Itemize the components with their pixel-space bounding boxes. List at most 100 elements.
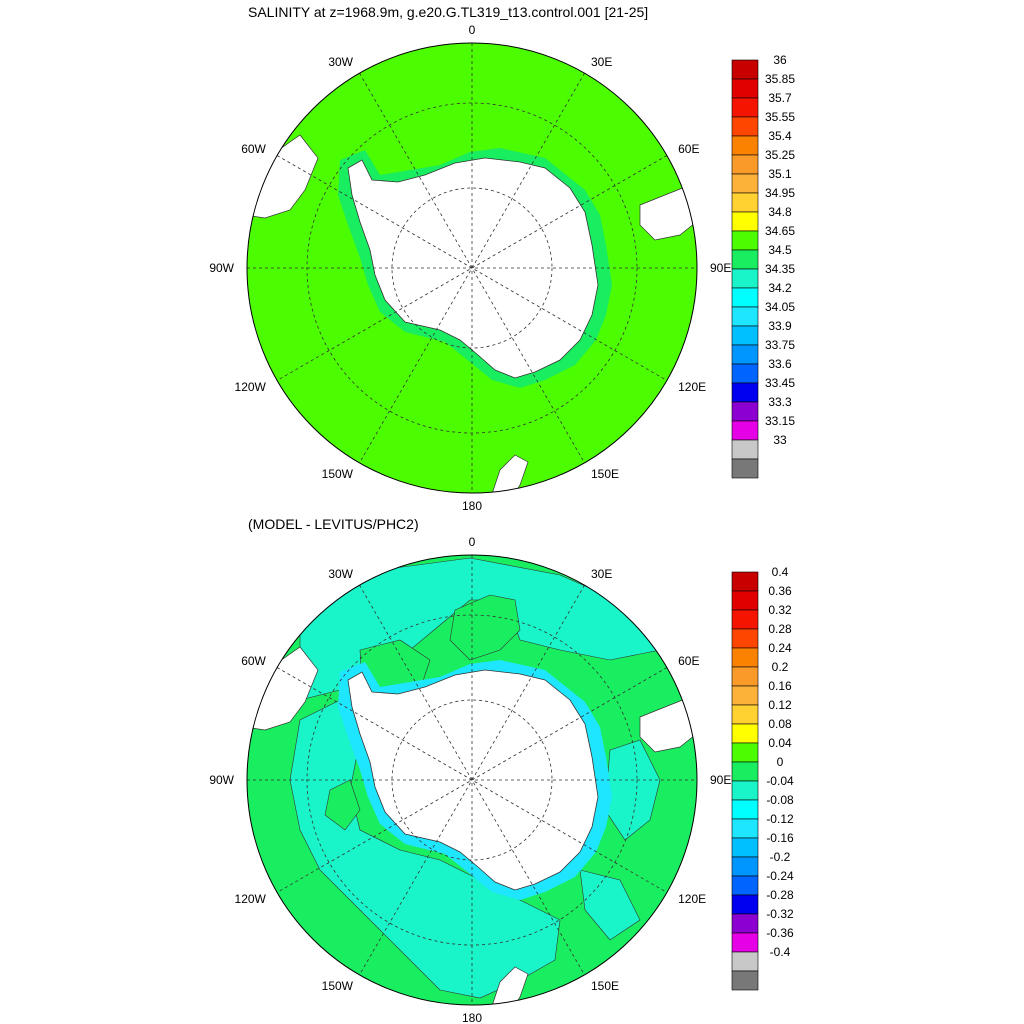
bottom-antarctica-land bbox=[347, 669, 599, 891]
top-colorbar-swatch bbox=[731, 306, 759, 327]
top-salinity-map: 0 30E 60E 90E 120E 150E 180 150W 120W 90W 60W 30W 3… bbox=[209, 23, 795, 513]
top-colorbar-swatch bbox=[731, 439, 759, 460]
top-colorbar-label: 35.4 bbox=[768, 129, 792, 143]
bottom-colorbar-label: 0.12 bbox=[768, 698, 792, 712]
bottom-colorbar-label: 0.08 bbox=[768, 717, 792, 731]
top-lon-label: 120E bbox=[678, 380, 706, 394]
bottom-new-zealand-land bbox=[489, 966, 529, 1005]
bottom-lon-label: 60E bbox=[678, 654, 699, 668]
top-colorbar-swatch bbox=[731, 78, 759, 99]
bottom-colorbar-label: 0.4 bbox=[772, 565, 789, 579]
bottom-difference-map: 0 30E 60E 90E 120E 150E 180 150W 120W 90W 60W 30W 0… bbox=[209, 535, 794, 1024]
bottom-map-border bbox=[246, 554, 698, 1006]
top-lon-label: 60W bbox=[241, 142, 266, 156]
bottom-colorbar-label: 0.36 bbox=[768, 584, 792, 598]
top-lon-label: 180 bbox=[462, 499, 482, 513]
bottom-lon-label: 0 bbox=[469, 535, 476, 549]
bottom-colorbar-swatch bbox=[731, 647, 759, 668]
top-colorbar-swatch bbox=[731, 173, 759, 194]
bottom-lon-label: 30E bbox=[591, 567, 612, 581]
top-colorbar-label: 35.85 bbox=[765, 72, 795, 86]
bottom-colorbar-swatch bbox=[731, 609, 759, 630]
top-lon-label: 30E bbox=[591, 55, 612, 69]
top-colorbar-label: 33.15 bbox=[765, 414, 795, 428]
top-colorbar-swatch bbox=[731, 116, 759, 137]
top-colorbar-label: 33.75 bbox=[765, 338, 795, 352]
bottom-colorbar-label: 0.28 bbox=[768, 622, 792, 636]
top-colorbar-swatch bbox=[731, 154, 759, 175]
top-colorbar-label: 34.35 bbox=[765, 262, 795, 276]
top-lon-label: 150W bbox=[322, 467, 354, 481]
bottom-lon-label: 120E bbox=[678, 892, 706, 906]
bottom-colorbar-label: -0.32 bbox=[766, 907, 794, 921]
top-longitude-labels: 0 30E 60E 90E 120E 150E 180 150W 120W 90W 60W 30W bbox=[209, 23, 731, 513]
top-colorbar-label: 34.5 bbox=[768, 243, 792, 257]
bottom-lon-label: 120W bbox=[235, 892, 267, 906]
bottom-colorbar-label: -0.28 bbox=[766, 888, 794, 902]
top-colorbar-label: 33.9 bbox=[768, 319, 792, 333]
bottom-colorbar-swatch bbox=[731, 932, 759, 953]
bottom-colorbar-label: -0.2 bbox=[770, 850, 791, 864]
top-new-zealand-land bbox=[489, 454, 529, 493]
bottom-colorbar-swatch bbox=[731, 894, 759, 915]
bottom-colorbar-swatch bbox=[731, 723, 759, 744]
bottom-lon-label: 90E bbox=[710, 773, 731, 787]
top-graticule bbox=[247, 43, 697, 493]
top-colorbar-label: 33.45 bbox=[765, 376, 795, 390]
bottom-colorbar-label: 0.04 bbox=[768, 736, 792, 750]
bottom-colorbar-label: -0.16 bbox=[766, 831, 794, 845]
top-lon-label: 120W bbox=[235, 380, 267, 394]
top-colorbar-swatch bbox=[731, 97, 759, 118]
bottom-graticule bbox=[247, 555, 697, 1005]
top-colorbar-swatch bbox=[731, 382, 759, 403]
top-lon-label: 0 bbox=[469, 23, 476, 37]
top-colorbar-swatch bbox=[731, 420, 759, 441]
top-lon-label: 90W bbox=[209, 261, 234, 275]
bottom-colorbar-swatch bbox=[731, 837, 759, 858]
bottom-colorbar-swatch bbox=[731, 951, 759, 972]
top-map-title: SALINITY at z=1968.9m, g.e20.G.TL319_t13… bbox=[248, 4, 649, 20]
bottom-colorbar-label: -0.04 bbox=[766, 774, 794, 788]
bottom-colorbar-swatch bbox=[731, 799, 759, 820]
top-lon-label: 30W bbox=[328, 55, 353, 69]
top-colorbar-swatch bbox=[731, 287, 759, 308]
bottom-lon-label: 150E bbox=[591, 979, 619, 993]
top-map-border bbox=[246, 42, 698, 494]
top-colorbar-label: 33.3 bbox=[768, 395, 792, 409]
top-colorbar-swatch bbox=[731, 458, 759, 479]
top-colorbar-label: 35.7 bbox=[768, 91, 792, 105]
bottom-lon-label: 90W bbox=[209, 773, 234, 787]
bottom-colorbar-swatch bbox=[731, 590, 759, 611]
top-lon-label: 90E bbox=[710, 261, 731, 275]
top-colorbar-label: 34.65 bbox=[765, 224, 795, 238]
bottom-colorbar-swatch bbox=[731, 913, 759, 934]
bottom-lon-label: 180 bbox=[462, 1011, 482, 1024]
bottom-colorbar-swatch bbox=[731, 761, 759, 782]
bottom-colorbar-swatch bbox=[731, 571, 759, 592]
bottom-colorbar: 0.4 0.36 0.32 0.28 0.24 0.2 0.16 0.12 0.08 0.04 0 -… bbox=[731, 565, 794, 991]
top-colorbar-label: 33 bbox=[773, 433, 787, 447]
top-colorbar-swatch bbox=[731, 363, 759, 384]
top-colorbar-label: 34.95 bbox=[765, 186, 795, 200]
bottom-lon-label: 30W bbox=[328, 567, 353, 581]
bottom-colorbar-swatch bbox=[731, 704, 759, 725]
top-colorbar: 36 35.85 35.7 35.55 35.4 35.25 35.1 34.95 34.8 34… bbox=[731, 53, 795, 479]
bottom-colorbar-label: -0.36 bbox=[766, 926, 794, 940]
bottom-colorbar-label: 0.16 bbox=[768, 679, 792, 693]
bottom-negative-anomaly-regions bbox=[289, 557, 661, 999]
top-lon-label: 60E bbox=[678, 142, 699, 156]
bottom-colorbar-swatch bbox=[731, 856, 759, 877]
top-colorbar-label: 35.1 bbox=[768, 167, 792, 181]
top-colorbar-swatch bbox=[731, 59, 759, 80]
bottom-colorbar-swatch bbox=[731, 780, 759, 801]
bottom-colorbar-swatch bbox=[731, 742, 759, 763]
top-colorbar-swatch bbox=[731, 135, 759, 156]
bottom-colorbar-label: -0.08 bbox=[766, 793, 794, 807]
bottom-longitude-labels: 0 30E 60E 90E 120E 150E 180 150W 120W 90W 60W 30W bbox=[209, 535, 731, 1024]
top-colorbar-label: 34.8 bbox=[768, 205, 792, 219]
bottom-colorbar-label: 0.2 bbox=[772, 660, 789, 674]
top-colorbar-label: 35.25 bbox=[765, 148, 795, 162]
top-lon-label: 150E bbox=[591, 467, 619, 481]
top-colorbar-swatch bbox=[731, 401, 759, 422]
